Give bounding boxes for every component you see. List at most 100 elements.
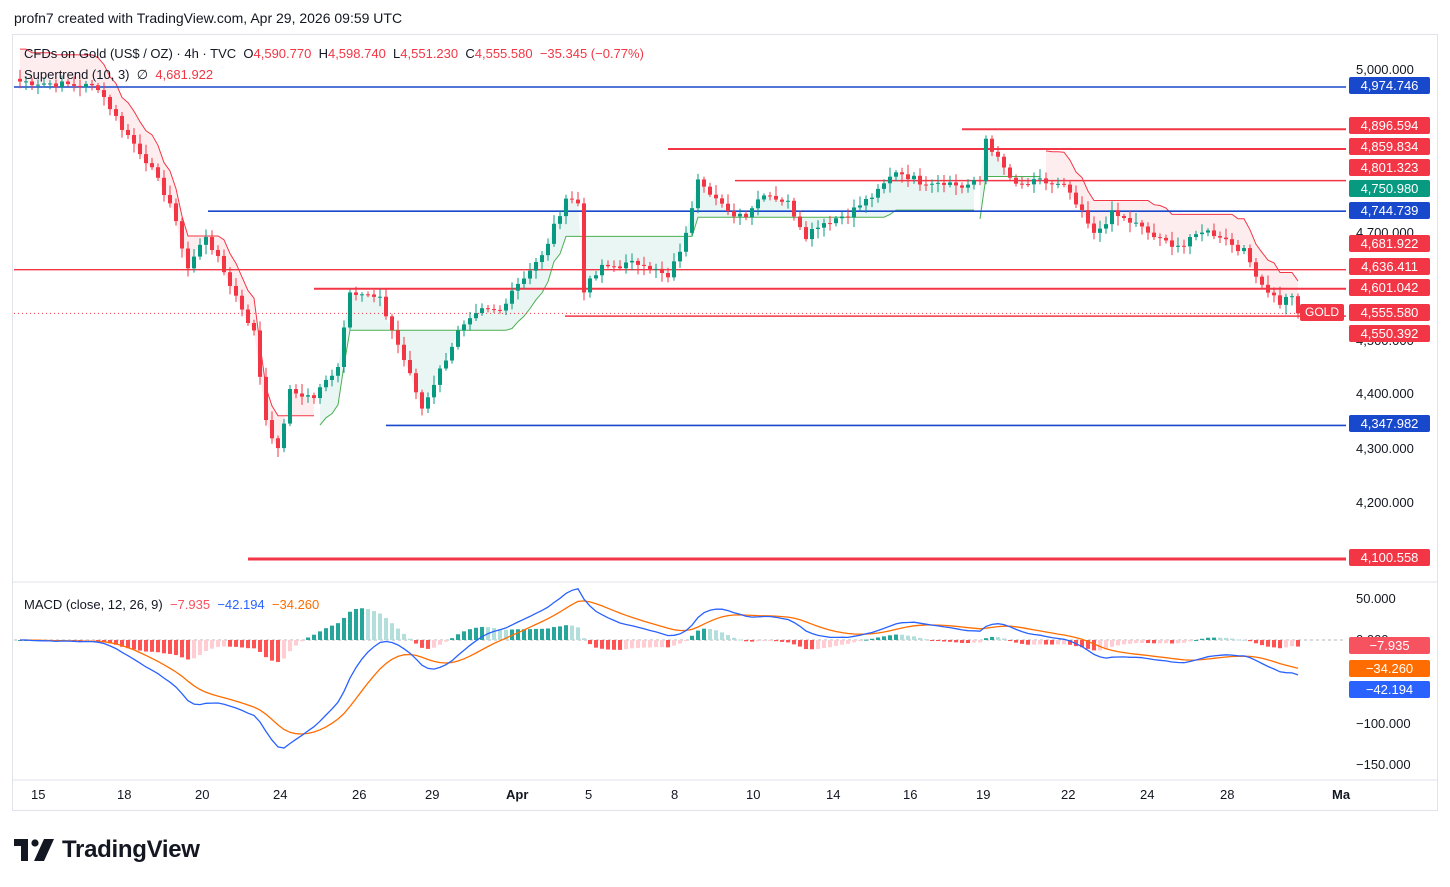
price-axis-tick: 5,000.000 — [1356, 62, 1414, 77]
macd-histogram-bar — [792, 640, 796, 645]
candle-body — [510, 290, 514, 304]
supertrend-legend[interactable]: Supertrend (10, 3) ∅ 4,681.922 — [24, 67, 213, 83]
macd-histogram-bar — [552, 627, 556, 640]
supertrend-up-line — [979, 176, 1040, 219]
candle-body — [1074, 192, 1078, 205]
macd-histogram-bar — [1224, 637, 1228, 640]
candle-body — [30, 81, 34, 86]
macd-histogram-bar — [108, 640, 112, 644]
macd-histogram-bar — [240, 640, 244, 648]
candle-body — [540, 255, 544, 263]
candle-body — [126, 129, 130, 135]
price-label-4859: 4,859.834 — [1349, 138, 1430, 155]
candle-body — [264, 376, 268, 421]
date-tick: 26 — [352, 787, 367, 802]
macd-histogram-bar — [390, 623, 394, 640]
macd-signal-line — [20, 600, 1299, 735]
macd-histogram-bar — [498, 629, 502, 640]
candle-body — [960, 185, 964, 188]
candle-body — [1230, 239, 1234, 245]
date-tick: 20 — [195, 787, 210, 802]
candle-body — [186, 248, 190, 269]
tradingview-logo[interactable]: TradingView — [14, 836, 200, 864]
macd-histogram-bar — [234, 640, 238, 647]
low-value: 4,551.230 — [400, 46, 459, 61]
macd-histogram-bar — [672, 640, 676, 646]
candle-body — [840, 216, 844, 219]
macd-histogram-bar — [798, 640, 802, 647]
macd-histogram-bar — [228, 640, 232, 647]
date-tick: 14 — [826, 787, 841, 802]
candle-body — [1026, 184, 1030, 186]
candle-body — [1224, 237, 1228, 240]
macd-histogram-bar — [786, 640, 790, 643]
macd-line — [20, 588, 1299, 749]
candle-body — [1278, 295, 1282, 305]
macd-histogram-bar — [300, 640, 304, 642]
candle-body — [864, 198, 868, 206]
macd-histogram-bar — [180, 640, 184, 658]
macd-histogram-bar — [666, 640, 670, 648]
candle-body — [1110, 210, 1114, 225]
candle-body — [1242, 248, 1246, 252]
macd-histogram-bar — [474, 627, 478, 640]
candle-body — [780, 199, 784, 202]
tradingview-logo-icon — [14, 839, 54, 861]
visibility-icon[interactable]: ∅ — [136, 67, 149, 82]
candle-body — [108, 96, 112, 110]
candle-body — [822, 223, 826, 228]
macd-histogram-bar — [576, 627, 580, 640]
macd-histogram-bar — [1230, 638, 1234, 640]
macd-histogram-bar — [594, 640, 598, 648]
macd-histogram-bar — [642, 640, 646, 648]
candle-body — [1158, 237, 1162, 239]
macd-legend[interactable]: MACD (close, 12, 26, 9) −7.935 −42.194 −… — [24, 597, 319, 612]
candle-body — [318, 387, 322, 399]
supertrend-down-line — [20, 48, 314, 417]
candle-body — [936, 182, 940, 184]
candle-body — [762, 195, 766, 200]
macd-histogram-bar — [960, 640, 964, 643]
date-tick: 5 — [585, 787, 593, 802]
chart-attribution: profn7 created with TradingView.com, Apr… — [14, 10, 403, 26]
candle-body — [612, 266, 616, 268]
macd-histogram-bar — [1104, 640, 1108, 650]
macd-histogram-bar — [90, 640, 94, 641]
candle-body — [870, 197, 874, 199]
candle-body — [504, 303, 508, 311]
price-label-4347: 4,347.982 — [1349, 415, 1430, 432]
macd-histogram-bar — [996, 637, 1000, 640]
macd-histogram-bar — [96, 640, 100, 641]
candle-body — [60, 81, 64, 88]
candle-body — [72, 84, 76, 86]
candle-body — [1260, 276, 1264, 285]
price-label-4555: 4,555.580 — [1349, 304, 1430, 321]
supertrend-up-line — [319, 209, 974, 426]
macd-histogram-bar — [312, 634, 316, 640]
candle-body — [288, 389, 292, 424]
supertrend-down-line — [1045, 150, 1299, 282]
symbol-legend[interactable]: CFDs on Gold (US$ / OZ) · 4h · TVC O4,59… — [24, 46, 644, 61]
candle-body — [414, 373, 418, 393]
candlesticks — [18, 69, 1300, 457]
chart-frame — [12, 34, 1438, 811]
macd-histogram-bar — [780, 640, 784, 642]
candle-body — [846, 216, 850, 218]
macd-histogram-label: −7.935 — [1349, 637, 1430, 654]
macd-histogram-bar — [882, 636, 886, 640]
macd-histogram-bar — [1050, 640, 1054, 645]
candle-body — [978, 180, 982, 182]
macd-histogram-bar — [168, 640, 172, 654]
close-label: C — [465, 46, 475, 61]
macd-axis-tick: −100.000 — [1356, 716, 1411, 731]
macd-histogram-bar — [222, 640, 226, 647]
price-label-4974: 4,974.746 — [1349, 77, 1430, 94]
macd-histogram-bar — [864, 639, 868, 641]
macd-histogram-bar — [1260, 640, 1264, 646]
candle-body — [660, 268, 664, 273]
macd-histogram-bar — [162, 640, 166, 654]
candle-body — [168, 195, 172, 204]
macd-histogram-bar — [726, 635, 730, 640]
candle-body — [150, 163, 154, 168]
